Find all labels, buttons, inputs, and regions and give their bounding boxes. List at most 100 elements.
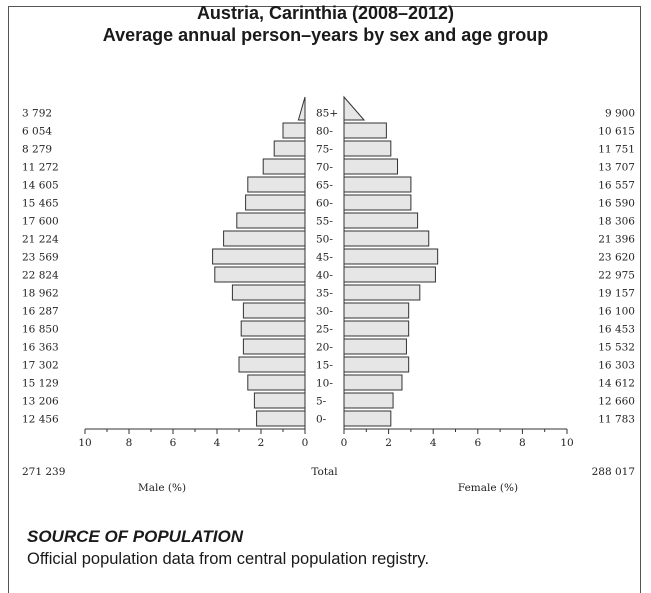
female-bar: [343, 356, 410, 373]
male-count-label: 11 272: [22, 162, 59, 174]
male-bar: [247, 374, 306, 391]
male-count-label: 8 279: [22, 144, 52, 156]
female-bar: [343, 284, 421, 301]
male-bar: [223, 230, 306, 247]
male-bar: [242, 338, 306, 355]
female-x-tick-label: 10: [560, 437, 573, 449]
female-count-label: 21 396: [598, 234, 635, 246]
male-count-label: 6 054: [22, 126, 52, 138]
male-count-label: 18 962: [22, 288, 59, 300]
male-count-label: 15 465: [22, 198, 59, 210]
male-count-label: 16 850: [22, 324, 59, 336]
age-group-label: 45-: [316, 252, 333, 264]
male-x-tick-label: 8: [126, 437, 133, 449]
female-x-tick-label: 6: [474, 437, 481, 449]
female-count-label: 12 660: [598, 396, 635, 408]
male-count-label: 22 824: [22, 270, 59, 282]
male-count-label: 12 456: [22, 414, 59, 426]
female-count-label: 15 532: [598, 342, 635, 354]
total-label: Total: [311, 466, 338, 478]
female-bar: [343, 176, 412, 193]
age-group-label: 30-: [316, 306, 333, 318]
female-bar: [343, 158, 399, 175]
female-bar: [343, 248, 439, 265]
female-bar: [343, 230, 430, 247]
male-count-label: 13 206: [22, 396, 59, 408]
female-bar: [343, 266, 436, 283]
female-count-label: 16 303: [598, 360, 635, 372]
male-bar: [214, 266, 306, 283]
female-count-label: 11 751: [598, 144, 635, 156]
female-bar-85-plus: [343, 95, 366, 121]
female-count-label: 14 612: [598, 378, 635, 390]
male-x-tick-label: 0: [302, 437, 309, 449]
female-count-label: 16 557: [598, 180, 635, 192]
age-group-label: 35-: [316, 288, 333, 300]
female-total: 288 017: [592, 466, 635, 478]
chart-title-block: Austria, Carinthia (2008–2012) Average a…: [0, 2, 651, 46]
female-bar: [343, 140, 392, 157]
female-bar: [343, 194, 412, 211]
female-count-label: 22 975: [598, 270, 635, 282]
female-count-label: 10 615: [598, 126, 635, 138]
male-count-label: 14 605: [22, 180, 59, 192]
male-bar: [238, 356, 306, 373]
age-group-label: 0-: [316, 414, 327, 426]
female-axis-title: Female (%): [458, 482, 518, 494]
female-count-label: 13 707: [598, 162, 635, 174]
age-group-label: 25-: [316, 324, 333, 336]
male-count-label: 23 569: [22, 252, 59, 264]
male-x-tick-label: 10: [78, 437, 91, 449]
male-count-label: 17 600: [22, 216, 59, 228]
male-count-label: 15 129: [22, 378, 59, 390]
male-bar: [256, 410, 306, 427]
male-count-label: 16 287: [22, 306, 59, 318]
female-x-tick-label: 2: [385, 437, 392, 449]
population-pyramid: 0- 12 456 11 783 5- 13 206 12 660 10- 15 129 14 …: [22, 95, 635, 494]
male-count-label: 3 792: [22, 108, 52, 120]
female-bar: [343, 122, 387, 139]
male-bar: [253, 392, 306, 409]
female-x-tick-label: 8: [519, 437, 526, 449]
male-total: 271 239: [22, 466, 65, 478]
male-bar: [273, 140, 306, 157]
male-bar-85-plus: [297, 96, 306, 121]
female-bar: [343, 302, 410, 319]
female-count-label: 16 100: [598, 306, 635, 318]
age-group-label: 40-: [316, 270, 333, 282]
age-group-label: 60-: [316, 198, 333, 210]
female-bar: [343, 392, 394, 409]
age-group-label: 85+: [316, 108, 338, 120]
female-x-tick-label: 4: [430, 437, 437, 449]
age-group-label: 15-: [316, 360, 333, 372]
male-bar: [282, 122, 306, 139]
male-bar: [245, 194, 306, 211]
female-count-label: 16 590: [598, 198, 635, 210]
chart-frame: [8, 6, 641, 593]
chart-subtitle: Average annual person–years by sex and a…: [102, 25, 549, 45]
male-bar: [231, 284, 306, 301]
chart-title: Austria, Carinthia (2008–2012): [196, 3, 455, 23]
male-count-label: 17 302: [22, 360, 59, 372]
male-x-tick-label: 6: [170, 437, 177, 449]
age-group-label: 20-: [316, 342, 333, 354]
female-count-label: 9 900: [605, 108, 635, 120]
male-bar: [240, 320, 306, 337]
female-count-label: 11 783: [598, 414, 635, 426]
female-count-label: 16 453: [598, 324, 635, 336]
female-bar: [343, 374, 403, 391]
source-text: Official population data from central po…: [27, 550, 430, 568]
male-count-label: 16 363: [22, 342, 59, 354]
female-bar: [343, 320, 410, 337]
source-heading: SOURCE OF POPULATION: [27, 527, 243, 546]
male-bar: [242, 302, 306, 319]
age-group-label: 50-: [316, 234, 333, 246]
male-x-tick-label: 4: [214, 437, 221, 449]
male-bar: [262, 158, 306, 175]
age-group-label: 55-: [316, 216, 333, 228]
female-x-tick-label: 0: [341, 437, 348, 449]
female-count-label: 18 306: [598, 216, 635, 228]
male-count-label: 21 224: [22, 234, 59, 246]
male-bar: [236, 212, 306, 229]
age-group-label: 5-: [316, 396, 327, 408]
